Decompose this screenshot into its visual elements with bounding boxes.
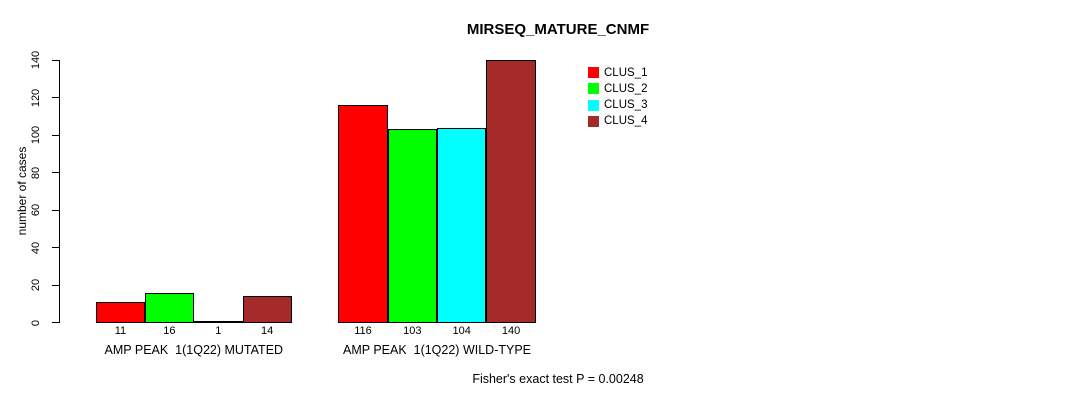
fisher-test-annotation: Fisher's exact test P = 0.00248 xyxy=(472,372,644,386)
legend-color-swatch-clus_3 xyxy=(588,99,599,111)
legend-label-clus_1: CLUS_1 xyxy=(604,66,648,79)
y-axis-tick-label: 140 xyxy=(30,50,42,70)
y-axis-tick-label: 0 xyxy=(30,319,42,326)
y-axis-tick-label: 120 xyxy=(30,88,42,107)
bar-clus_3-group2 xyxy=(437,127,487,323)
bar-value-label: 104 xyxy=(452,324,471,337)
legend-label-clus_4: CLUS_4 xyxy=(604,115,648,128)
bar-value-label: 116 xyxy=(354,324,372,337)
legend-color-swatch-clus_1 xyxy=(588,67,599,78)
y-axis-tick-label: 40 xyxy=(30,241,42,254)
y-axis-tick-label: 100 xyxy=(30,125,42,145)
bar-clus_4-group2 xyxy=(486,60,536,323)
bar-clus_1-group1 xyxy=(96,301,145,323)
legend-color-swatch-clus_2 xyxy=(588,83,599,95)
bar-value-label: 140 xyxy=(501,324,521,337)
legend-label-clus_2: CLUS_2 xyxy=(604,82,648,95)
bar-clus_3-group1 xyxy=(193,320,243,323)
y-axis-tick xyxy=(52,134,59,136)
y-axis-tick xyxy=(52,322,59,323)
y-axis-tick-label: 80 xyxy=(30,166,42,179)
legend-label-clus_3: CLUS_3 xyxy=(604,99,648,111)
y-axis-tick-label: 20 xyxy=(30,278,42,292)
y-axis-tick xyxy=(52,247,59,248)
y-axis-tick-label: 60 xyxy=(30,203,42,217)
bar-value-label: 1 xyxy=(215,324,222,337)
bar-value-label: 11 xyxy=(114,324,127,337)
bar-clus_4-group1 xyxy=(242,296,292,323)
x-category-label: AMP PEAK 1(1Q22) WILD-TYPE xyxy=(342,342,532,357)
chart-title: MIRSEQ_MATURE_CNMF xyxy=(466,21,650,38)
bar-value-label: 14 xyxy=(261,324,274,337)
x-category-label: AMP PEAK 1(1Q22) MUTATED xyxy=(104,342,284,357)
bar-value-label: 16 xyxy=(163,324,176,337)
y-axis-tick xyxy=(52,97,59,98)
y-axis-tick xyxy=(52,59,59,61)
bar-clus_2-group2 xyxy=(387,129,437,323)
y-axis-tick xyxy=(52,284,59,286)
y-axis-tick xyxy=(52,209,59,211)
y-axis-tick xyxy=(52,172,59,173)
bar-clus_1-group2 xyxy=(338,105,388,323)
legend-color-swatch-clus_4 xyxy=(588,115,599,127)
bar-value-label: 103 xyxy=(403,324,422,337)
bar-clus_2-group1 xyxy=(144,292,194,323)
y-axis-line xyxy=(59,59,60,323)
